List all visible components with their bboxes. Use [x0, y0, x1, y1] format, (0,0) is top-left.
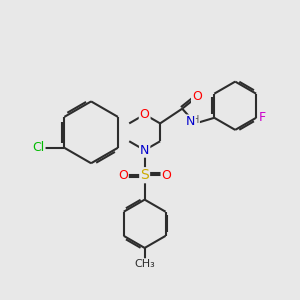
Text: N: N [140, 144, 149, 157]
Text: Cl: Cl [32, 141, 45, 154]
Text: S: S [140, 168, 149, 182]
Text: O: O [140, 108, 150, 121]
Text: F: F [259, 111, 266, 124]
Text: O: O [192, 90, 202, 104]
Text: CH₃: CH₃ [134, 259, 155, 269]
Text: O: O [118, 169, 128, 182]
Text: H: H [192, 116, 199, 125]
Text: N: N [185, 116, 195, 128]
Text: O: O [161, 169, 171, 182]
